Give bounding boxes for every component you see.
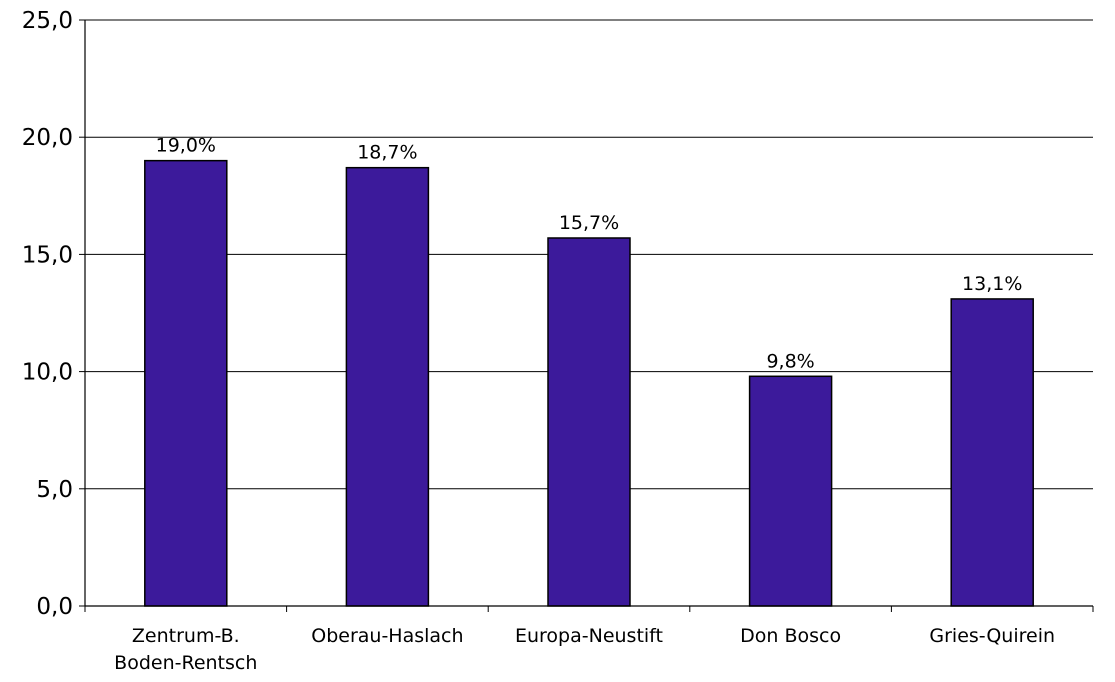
bar — [748, 375, 833, 607]
bar — [345, 166, 430, 607]
data-label: 15,7% — [559, 212, 619, 234]
y-tick-label: 20,0 — [22, 125, 73, 151]
x-tick-label: Don Bosco — [740, 625, 841, 647]
bar — [547, 237, 631, 607]
x-tick-label: Europa-Neustift — [515, 625, 663, 647]
labels: 0,0 5,0 10,0 15,0 20,0 25,0 19,0% Zentrum-B. Bod… — [22, 8, 1055, 674]
x-tick-label: Gries-Quirein — [929, 625, 1055, 647]
data-label: 13,1% — [962, 273, 1022, 295]
y-tick-label: 15,0 — [22, 242, 73, 268]
x-tick-label: Zentrum-B. — [132, 625, 240, 647]
bar — [144, 159, 228, 607]
y-tick-label: 0,0 — [36, 594, 73, 620]
x-tick-label: Oberau-Haslach — [311, 625, 463, 647]
data-label: 18,7% — [357, 142, 417, 164]
y-tick-label: 5,0 — [36, 477, 73, 503]
axes — [79, 19, 1094, 612]
y-tick-label: 25,0 — [22, 8, 73, 34]
bar — [950, 298, 1034, 607]
bars — [144, 159, 1034, 607]
data-label: 19,0% — [156, 135, 216, 157]
data-label: 9,8% — [766, 350, 814, 372]
y-tick-label: 10,0 — [22, 360, 73, 386]
x-tick-label: Boden-Rentsch — [114, 652, 257, 674]
